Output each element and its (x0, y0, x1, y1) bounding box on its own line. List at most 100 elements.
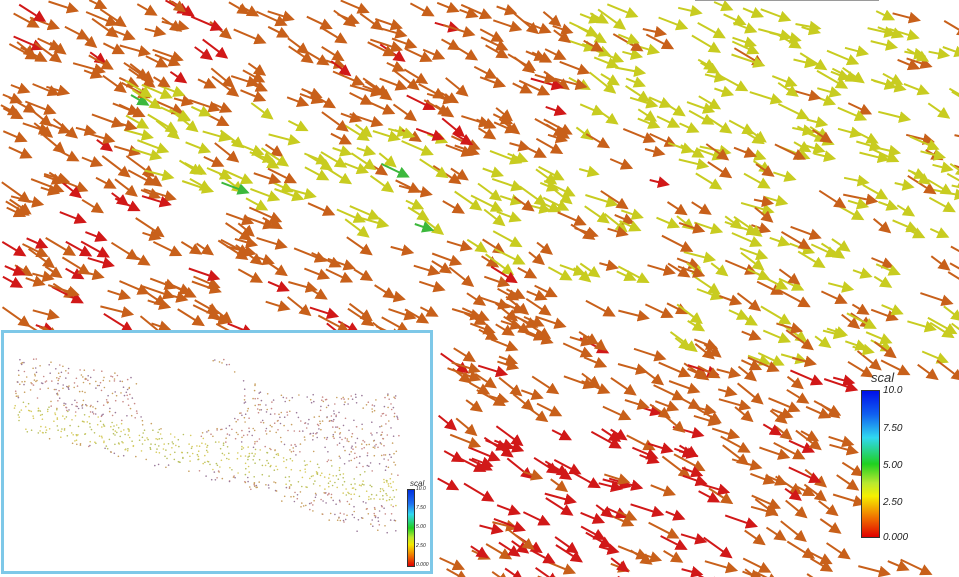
vector-arrow (809, 557, 834, 572)
vector-arrow (545, 497, 574, 516)
overview-point (361, 517, 364, 519)
overview-point (26, 431, 29, 433)
vector-arrow (499, 194, 523, 206)
overview-point (35, 380, 37, 383)
overview-point (313, 499, 315, 502)
overview-point (46, 410, 49, 413)
vector-arrow (907, 320, 937, 333)
vector-arrow (590, 430, 622, 449)
overview-point (155, 451, 158, 453)
overview-point (299, 451, 301, 453)
overview-point (277, 429, 279, 431)
overview-point (345, 488, 347, 490)
overview-point (314, 496, 317, 499)
vector-arrow (102, 74, 127, 93)
overview-point (340, 398, 343, 400)
overview-point (304, 422, 306, 425)
overview-point (386, 434, 389, 436)
overview-point (84, 391, 86, 394)
vector-arrow (703, 536, 733, 559)
vector-arrow (797, 250, 826, 269)
vector-arrow (535, 168, 558, 185)
vector-arrow (785, 499, 808, 519)
vector-arrow (403, 68, 429, 84)
overview-point (146, 437, 148, 439)
overview-point (286, 411, 288, 413)
overview-point (81, 390, 84, 393)
overview-point (244, 462, 247, 465)
overview-point (348, 503, 351, 505)
overview-point (379, 426, 381, 428)
vector-arrow (841, 313, 861, 330)
vector-arrow (828, 435, 855, 448)
overview-point (280, 411, 283, 414)
vector-arrow (619, 220, 642, 232)
vector-arrow (443, 450, 465, 463)
overview-point (237, 472, 239, 474)
vector-arrow (260, 147, 290, 167)
overview-point (214, 479, 217, 481)
overview-point (342, 396, 345, 399)
overview-point (382, 489, 385, 492)
vector-arrow (13, 35, 45, 51)
overview-point (65, 406, 68, 409)
vector-arrow (64, 25, 90, 40)
vector-arrow (461, 307, 490, 322)
overview-point (128, 430, 130, 433)
overview-point (273, 456, 275, 459)
overview-point (204, 443, 207, 445)
vector-arrow (873, 148, 900, 163)
overview-point (374, 447, 376, 449)
vector-arrow (693, 572, 723, 577)
overview-point (254, 462, 256, 464)
overview-point (57, 394, 59, 396)
overview-point (108, 380, 111, 382)
overview-points (13, 358, 400, 534)
overview-point (291, 460, 294, 462)
vector-arrow (653, 384, 685, 401)
overview-point (348, 440, 350, 443)
overview-point (350, 459, 353, 462)
vector-arrow (0, 104, 21, 116)
overview-point (290, 451, 293, 453)
vector-arrow (811, 129, 833, 144)
overview-point (365, 490, 368, 492)
vector-arrow (217, 239, 249, 260)
vector-arrow (340, 0, 370, 14)
vector-arrow (507, 529, 535, 551)
overview-point (47, 387, 49, 390)
vector-arrow (932, 161, 954, 174)
overview-point (117, 455, 120, 458)
overview-point (30, 429, 33, 431)
overview-point (388, 498, 391, 501)
vector-arrow (445, 77, 469, 97)
overview-point (257, 397, 259, 400)
vector-arrow (195, 242, 215, 256)
vector-arrow (847, 102, 873, 115)
overview-point (293, 430, 296, 432)
overview-point (318, 466, 320, 469)
vector-arrow (480, 36, 509, 51)
vector-arrow (525, 297, 552, 316)
vector-arrow (190, 105, 212, 117)
overview-point (243, 402, 246, 404)
vector-arrow (887, 560, 910, 572)
vector-arrow (482, 166, 504, 178)
vector-arrow (647, 264, 676, 276)
overview-point (106, 447, 109, 450)
vector-arrow (603, 473, 631, 485)
overview-point (279, 436, 282, 439)
vector-arrow (140, 188, 162, 200)
vector-arrow (504, 567, 525, 577)
vector-arrow (903, 82, 930, 96)
vector-arrow (585, 194, 619, 208)
vector-arrow (189, 178, 212, 192)
overview-point (101, 414, 103, 416)
overview-point (88, 445, 90, 448)
overview-point (344, 437, 347, 439)
overview-point (273, 422, 276, 424)
vector-arrow (228, 1, 250, 15)
overview-point (247, 446, 249, 448)
overview-point (292, 447, 295, 449)
vector-arrow (786, 87, 822, 102)
